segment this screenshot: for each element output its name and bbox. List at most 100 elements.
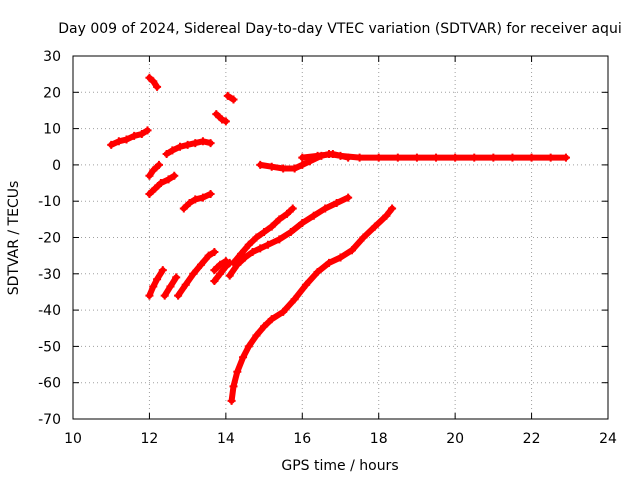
data-point — [393, 153, 402, 162]
series-arc-16 — [227, 204, 397, 405]
data-point — [153, 82, 162, 91]
data-point — [298, 160, 307, 169]
series-arc-12 — [210, 258, 234, 286]
data-points — [107, 73, 570, 405]
data-point — [432, 153, 441, 162]
data-point — [302, 280, 311, 289]
data-point — [412, 153, 421, 162]
data-point — [130, 131, 139, 140]
chart-title: Day 009 of 2024, Sidereal Day-to-day VTE… — [58, 21, 621, 37]
data-point — [206, 139, 215, 148]
data-point — [244, 342, 253, 351]
data-point — [176, 142, 184, 151]
data-point — [229, 95, 238, 104]
y-tick-label: -60 — [38, 376, 61, 392]
ticks: 10 12 14 16 18 20 22 24 30 20 10 0 -10 -20 -30 -40 -50 -6… — [38, 49, 617, 447]
data-point — [204, 251, 213, 260]
series-arc-3 — [212, 110, 230, 126]
data-point — [181, 280, 190, 289]
series-trace — [180, 190, 214, 212]
series-arc-7 — [145, 171, 179, 198]
data-point — [122, 135, 131, 144]
data-point — [168, 146, 177, 155]
data-point — [197, 260, 206, 269]
data-point — [191, 139, 200, 148]
data-point — [279, 164, 288, 173]
data-point — [223, 91, 232, 100]
series-arc-17 — [256, 150, 570, 173]
data-point — [267, 222, 276, 231]
series-arc-9 — [145, 266, 167, 300]
data-point — [470, 153, 479, 162]
data-point — [221, 117, 230, 126]
data-point — [313, 267, 322, 276]
data-point — [313, 151, 322, 160]
series-arc-8 — [179, 189, 215, 213]
data-point — [210, 277, 219, 286]
data-point — [160, 291, 169, 300]
data-point — [275, 235, 284, 244]
data-point — [344, 193, 353, 202]
series-arc-11 — [174, 248, 219, 300]
data-point — [489, 153, 498, 162]
data-point — [256, 244, 265, 253]
data-point — [260, 228, 269, 237]
series-arc-5 — [145, 160, 163, 180]
data-point — [191, 195, 200, 204]
y-tick-label: -50 — [38, 339, 61, 355]
data-point — [328, 150, 337, 159]
data-point — [162, 150, 171, 159]
data-point — [183, 140, 192, 149]
y-tick-label: 10 — [43, 122, 61, 138]
series-arc-10 — [160, 273, 181, 300]
data-point — [170, 171, 179, 180]
data-point — [267, 162, 276, 171]
data-point — [267, 315, 276, 324]
data-point — [221, 257, 230, 266]
y-tick-label: -30 — [38, 267, 61, 283]
y-tick-label: -10 — [38, 194, 61, 210]
data-point — [198, 137, 207, 146]
data-point — [145, 189, 154, 198]
x-tick-label: 16 — [293, 431, 311, 447]
y-tick-label: -70 — [38, 412, 61, 428]
data-point — [185, 199, 194, 208]
data-point — [290, 295, 299, 304]
series-arc-14 — [225, 193, 353, 280]
x-axis-title: GPS time / hours — [281, 458, 398, 474]
data-point — [283, 209, 291, 218]
grid — [73, 56, 608, 419]
data-point — [149, 166, 158, 175]
data-point — [546, 153, 555, 162]
series-arc-18 — [298, 150, 353, 162]
series-trace — [299, 151, 352, 161]
data-point — [275, 215, 284, 224]
y-tick-label: 30 — [43, 49, 61, 65]
x-tick-label: 10 — [64, 431, 82, 447]
data-point — [210, 266, 219, 275]
data-point — [355, 153, 364, 162]
data-point — [164, 175, 173, 184]
data-point — [143, 126, 152, 135]
data-point — [166, 282, 175, 291]
data-point — [145, 171, 154, 180]
data-point — [332, 199, 341, 208]
series-arc-1 — [107, 126, 152, 149]
data-point — [137, 130, 146, 139]
data-point — [388, 204, 397, 213]
data-point — [174, 291, 183, 300]
series-trace — [146, 267, 166, 299]
y-tick-label: -20 — [38, 231, 61, 247]
data-point — [374, 153, 383, 162]
data-point — [154, 160, 163, 169]
data-point — [347, 246, 356, 255]
x-tick-label: 14 — [217, 431, 235, 447]
data-point — [451, 153, 460, 162]
x-tick-label: 18 — [370, 431, 388, 447]
data-point — [370, 222, 379, 231]
data-point — [561, 153, 570, 162]
x-tick-label: 22 — [523, 431, 541, 447]
data-point — [179, 204, 188, 213]
y-tick-label: 0 — [52, 158, 61, 174]
